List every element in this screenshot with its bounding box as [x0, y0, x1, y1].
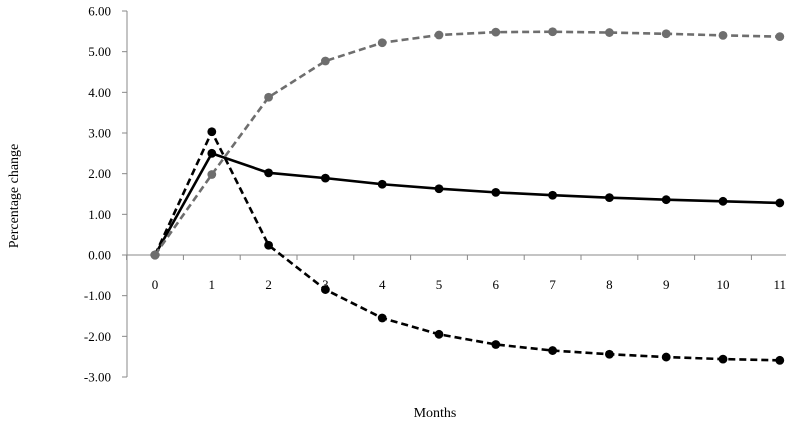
y-tick-label: -1.00: [84, 288, 111, 303]
series-line: [153, 152, 780, 256]
data-point: [661, 29, 671, 39]
series-line: [153, 30, 780, 256]
data-point: [661, 352, 671, 362]
data-point: [321, 285, 330, 294]
data-point: [775, 355, 785, 365]
x-tick-label: 8: [606, 277, 613, 292]
axes: [126, 11, 786, 377]
y-tick-label: 0.00: [88, 248, 111, 263]
y-tick-label: -2.00: [84, 329, 111, 344]
x-axis-ticks: 0 1 2 3 4 5 6 7 8 9 10 11: [126, 255, 787, 292]
data-point: [605, 349, 614, 359]
data-point: [321, 173, 330, 183]
x-tick-label: 6: [493, 277, 500, 292]
y-axis-ticks: 6.00 5.00 4.00 3.00 2.00 1.00 0.00 -1.00 -2.00 -3…: [84, 4, 127, 385]
y-tick-label: 1.00: [88, 207, 111, 222]
data-point: [718, 354, 728, 364]
series-layer: [150, 27, 785, 365]
series-2: [150, 127, 785, 365]
x-tick-label: 11: [774, 277, 787, 292]
y-tick-label: 2.00: [88, 166, 111, 181]
data-point: [377, 313, 387, 323]
y-tick-label: 6.00: [88, 4, 111, 19]
series-1: [150, 148, 785, 260]
x-tick-label: 7: [549, 277, 556, 292]
x-tick-label: 9: [663, 277, 670, 292]
x-tick-label: 5: [436, 277, 443, 292]
series-3: [150, 27, 785, 260]
data-point: [264, 240, 273, 250]
y-tick-label: 3.00: [88, 126, 111, 141]
data-point: [150, 250, 160, 260]
x-tick-label: 1: [209, 277, 216, 292]
y-axis-title: Percentage change: [7, 144, 22, 249]
data-point: [491, 27, 501, 37]
data-point: [491, 340, 501, 349]
data-point: [377, 179, 387, 189]
data-point: [434, 30, 444, 40]
y-tick-label: 4.00: [88, 85, 111, 100]
data-point: [605, 193, 614, 203]
x-tick-label: 4: [379, 277, 386, 292]
data-point: [605, 28, 614, 37]
x-axis-title: Months: [414, 406, 457, 421]
data-point: [718, 196, 728, 206]
data-point: [491, 187, 501, 197]
y-tick-label: 5.00: [88, 44, 111, 59]
data-point: [264, 92, 273, 102]
data-point: [548, 346, 557, 355]
data-point: [321, 56, 330, 66]
data-point: [718, 31, 728, 40]
data-point: [775, 198, 785, 208]
data-point: [434, 184, 444, 194]
data-point: [548, 27, 557, 37]
series-line: [153, 130, 780, 362]
data-point: [434, 329, 444, 339]
y-tick-label: -3.00: [84, 370, 111, 385]
data-point: [207, 148, 217, 158]
data-point: [661, 195, 671, 205]
data-point: [775, 32, 785, 42]
x-tick-label: 10: [717, 277, 730, 292]
data-point: [207, 127, 217, 137]
data-point: [377, 38, 387, 48]
data-point: [207, 170, 217, 179]
x-tick-label: 3: [322, 277, 329, 292]
data-point: [548, 190, 557, 200]
x-tick-label: 0: [152, 277, 159, 292]
x-tick-label: 2: [265, 277, 272, 292]
data-point: [264, 168, 273, 178]
